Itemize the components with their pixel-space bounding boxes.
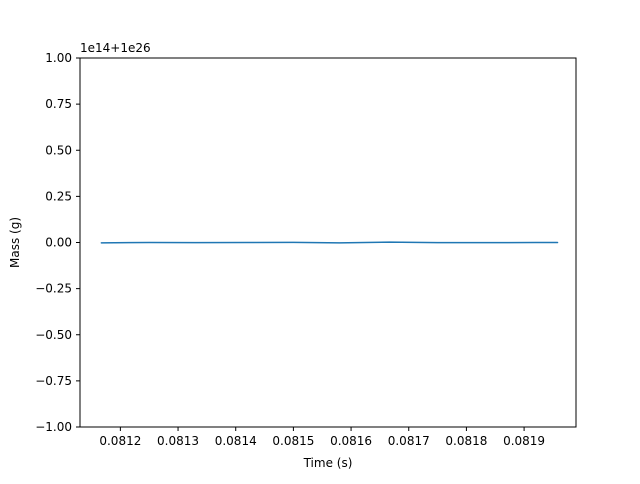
x-tick-label: 0.0812 (99, 434, 141, 448)
x-axis-ticks: 0.0812 0.0813 0.0814 0.0815 0.0816 0.0817 0.08… (99, 427, 545, 448)
y-tick-label: −0.50 (35, 328, 72, 342)
y-tick-label: 0.25 (45, 189, 72, 203)
x-tick-label: 0.0818 (445, 434, 487, 448)
series-line-0 (100, 241, 559, 244)
series-layer (100, 241, 559, 244)
x-tick-label: 0.0819 (503, 434, 545, 448)
y-tick-label: 1.00 (45, 51, 72, 65)
x-tick-label: 0.0816 (330, 434, 372, 448)
plot-frame (79, 57, 577, 428)
y-axis-ticks: −1.00 −0.75 −0.50 −0.25 0.00 0.25 0.50 0.75 1.00 (35, 51, 80, 434)
y-tick-label: 0.00 (45, 236, 72, 250)
y-tick-label: −0.75 (35, 374, 72, 388)
x-tick-label: 0.0813 (157, 434, 199, 448)
y-tick-label: 0.75 (45, 97, 72, 111)
y-axis-label: Mass (g) (8, 217, 22, 268)
x-axis-label: Time (s) (303, 456, 353, 470)
y-tick-label: 0.50 (45, 143, 72, 157)
y-tick-label: −0.25 (35, 282, 72, 296)
x-tick-label: 0.0814 (215, 434, 257, 448)
x-tick-label: 0.0817 (388, 434, 430, 448)
y-tick-label: −1.00 (35, 420, 72, 434)
y-offset-label: 1e14+1e26 (80, 41, 151, 55)
x-tick-label: 0.0815 (272, 434, 314, 448)
